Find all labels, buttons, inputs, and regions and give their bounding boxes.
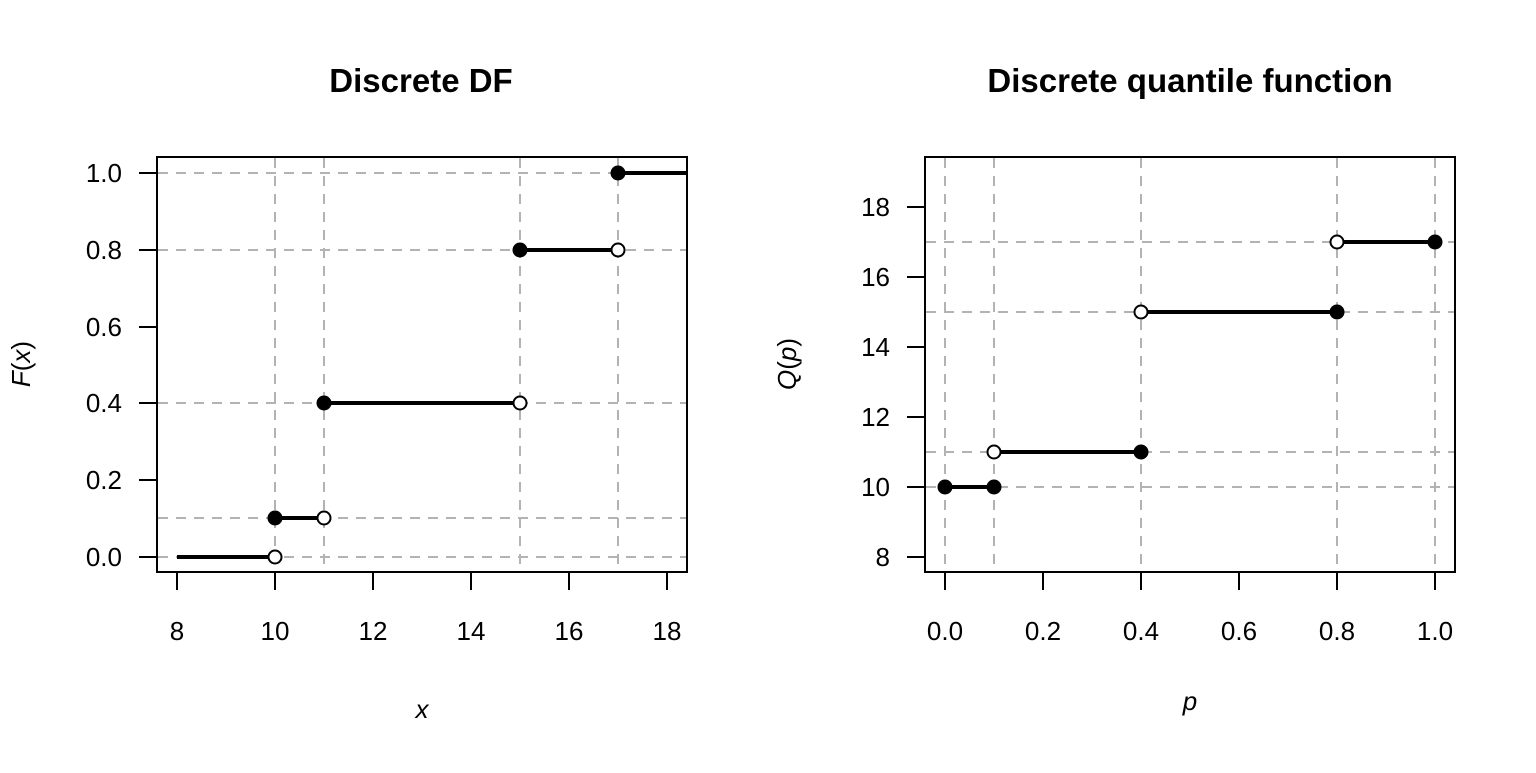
right-x-axis: 0.0 0.2 0.4 0.6 0.8 1.0 <box>927 572 1453 646</box>
right-y-axis: 8 10 12 14 16 18 <box>861 192 925 572</box>
right-ytick-label: 14 <box>861 332 890 362</box>
right-xtick-label: 0.0 <box>927 616 963 646</box>
right-ytick-label: 16 <box>861 262 890 292</box>
closed-point <box>1133 444 1149 460</box>
right-grid <box>926 158 1454 571</box>
closed-point <box>512 242 528 258</box>
right-panel: Discrete quantile function 8 10 12 14 <box>772 62 1456 716</box>
open-point <box>986 444 1002 460</box>
left-panel: Discrete DF 0.0 0.2 0.4 0.6 0.8 <box>6 62 688 724</box>
right-xtick-label: 0.4 <box>1123 616 1159 646</box>
right-step-series <box>937 234 1443 495</box>
left-ylabel-arg: x <box>6 349 36 365</box>
right-xtick-label: 0.8 <box>1319 616 1355 646</box>
left-ytick-label: 1.0 <box>86 158 122 188</box>
open-point <box>1329 234 1345 250</box>
left-grid <box>158 158 686 571</box>
right-ylabel: Q(p) <box>772 338 802 390</box>
left-y-axis: 0.0 0.2 0.4 0.6 0.8 1.0 <box>86 158 157 572</box>
right-plot-frame <box>924 156 1456 573</box>
closed-point <box>1427 234 1443 250</box>
left-xlabel: x <box>414 694 430 724</box>
closed-point <box>316 395 332 411</box>
closed-point <box>937 479 953 495</box>
left-x-axis: 8 10 12 14 16 18 <box>170 572 682 646</box>
left-ytick-label: 0.0 <box>86 542 122 572</box>
left-xtick-label: 14 <box>457 616 486 646</box>
right-ylabel-arg: p <box>772 347 802 362</box>
right-title: Discrete quantile function <box>987 62 1392 99</box>
left-xtick-label: 12 <box>359 616 388 646</box>
right-xtick-label: 0.6 <box>1221 616 1257 646</box>
right-ytick-label: 18 <box>861 192 890 222</box>
left-plot-frame <box>156 156 688 573</box>
left-xtick-label: 18 <box>653 616 682 646</box>
left-xtick-label: 8 <box>170 616 184 646</box>
right-xlabel: p <box>1182 686 1197 716</box>
open-point <box>610 242 626 258</box>
closed-point <box>986 479 1002 495</box>
open-point <box>267 549 283 565</box>
left-ytick-label: 0.4 <box>86 388 122 418</box>
right-ytick-label: 8 <box>876 542 890 572</box>
closed-point <box>267 510 283 526</box>
right-ylabel-func: Q <box>772 370 802 390</box>
right-xtick-label: 0.2 <box>1025 616 1061 646</box>
closed-point <box>1329 304 1345 320</box>
open-point <box>1133 304 1149 320</box>
left-xtick-label: 16 <box>555 616 584 646</box>
left-xtick-label: 10 <box>261 616 290 646</box>
left-ylabel: F(x) <box>6 341 36 387</box>
right-xtick-label: 1.0 <box>1417 616 1453 646</box>
left-ylabel-func: F <box>6 369 36 387</box>
open-point <box>512 395 528 411</box>
left-ytick-label: 0.8 <box>86 235 122 265</box>
open-point <box>316 510 332 526</box>
left-title: Discrete DF <box>329 62 512 99</box>
right-ytick-label: 10 <box>861 472 890 502</box>
left-step-series <box>177 165 686 565</box>
left-ytick-label: 0.6 <box>86 312 122 342</box>
left-ytick-label: 0.2 <box>86 465 122 495</box>
closed-point <box>610 165 626 181</box>
right-ytick-label: 12 <box>861 402 890 432</box>
